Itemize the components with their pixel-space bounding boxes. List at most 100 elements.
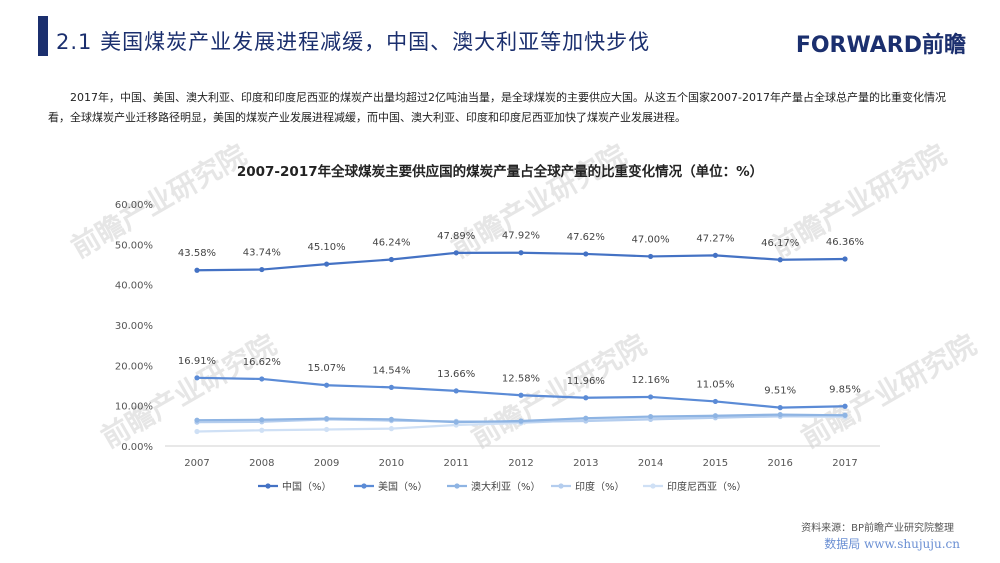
legend: 中国（%） 美国（%） 澳大利亚（%） 印度（%） 印度尼西亚（%） xyxy=(258,480,747,493)
data-point xyxy=(259,266,265,273)
y-tick-label: 20.00% xyxy=(115,361,153,372)
data-label: 15.07% xyxy=(308,363,346,374)
x-tick-label: 2009 xyxy=(314,458,339,469)
x-tick-label: 2007 xyxy=(184,458,209,469)
data-point xyxy=(648,253,654,260)
data-label: 11.96% xyxy=(567,376,605,387)
legend-marker xyxy=(265,483,271,489)
data-point xyxy=(583,395,589,401)
data-point xyxy=(388,256,394,263)
data-label: 45.10% xyxy=(308,242,346,253)
legend-label: 中国（%） xyxy=(282,480,332,493)
data-point xyxy=(388,416,394,422)
data-label: 9.85% xyxy=(829,384,861,395)
data-label: 14.54% xyxy=(372,365,410,376)
data-point xyxy=(388,426,394,432)
data-point xyxy=(259,417,265,423)
data-label: 11.05% xyxy=(696,379,734,390)
data-label: 47.89% xyxy=(437,231,475,242)
data-label: 16.91% xyxy=(178,356,216,367)
legend-label: 澳大利亚（%） xyxy=(471,480,541,493)
data-point xyxy=(388,384,394,390)
legend-label: 印度（%） xyxy=(575,480,625,493)
x-tick-label: 2017 xyxy=(832,458,857,469)
legend-marker xyxy=(650,483,656,489)
x-tick-label: 2012 xyxy=(508,458,533,469)
y-tick-label: 30.00% xyxy=(115,321,153,332)
data-point xyxy=(777,257,783,263)
data-point xyxy=(648,413,654,420)
x-tick-label: 2014 xyxy=(638,458,663,469)
data-label: 46.24% xyxy=(372,237,410,248)
intro-paragraph: 2017年，中国、美国、澳大利亚、印度和印度尼西亚的煤炭产出量均超过2亿吨油当量… xyxy=(48,91,946,124)
x-tick-label: 2016 xyxy=(767,458,792,469)
data-point xyxy=(324,426,330,433)
series-layer: 16.91% 16.62% 15.07% 14.54% 13.66% 12.58% 11.9… xyxy=(178,231,864,435)
series-line xyxy=(196,251,846,272)
data-point xyxy=(712,398,719,405)
data-point xyxy=(518,392,524,398)
data-point xyxy=(259,376,265,382)
data-point xyxy=(453,388,459,394)
data-point xyxy=(648,394,654,400)
data-point xyxy=(842,403,848,409)
data-label: 12.16% xyxy=(632,375,670,386)
data-label: 12.58% xyxy=(502,373,540,384)
data-label: 46.17% xyxy=(761,238,799,249)
data-point xyxy=(842,256,848,262)
source-note: 资料来源：BP前瞻产业研究院整理 xyxy=(801,523,954,534)
x-tick-label: 2011 xyxy=(443,458,468,469)
data-point xyxy=(194,267,200,273)
brand-logo: FORWARD前瞻 xyxy=(795,33,966,58)
data-label: 13.66% xyxy=(437,369,475,380)
legend-marker xyxy=(361,483,367,489)
legend-marker xyxy=(558,483,564,489)
y-tick-label: 0.00% xyxy=(121,442,153,453)
data-point xyxy=(453,250,459,256)
y-tick-label: 60.00% xyxy=(115,200,153,211)
data-point xyxy=(194,428,200,435)
title-accent-bar xyxy=(38,16,48,56)
data-point xyxy=(712,413,719,419)
data-point xyxy=(194,375,200,381)
data-point xyxy=(777,411,783,418)
data-label: 43.58% xyxy=(178,248,216,259)
chart-title: 2007-2017年全球煤炭主要供应国的煤炭产量占全球产量的比重变化情况（单位：… xyxy=(236,164,764,180)
data-point xyxy=(583,251,589,257)
data-label: 47.92% xyxy=(502,231,540,242)
site-watermark: 数据局 www.shujuju.cn xyxy=(824,537,960,551)
series-2 xyxy=(194,411,848,425)
y-tick-label: 50.00% xyxy=(115,240,153,251)
legend-marker xyxy=(454,483,460,489)
data-point xyxy=(712,252,719,258)
data-point xyxy=(259,427,265,433)
x-tick-label: 2008 xyxy=(249,458,274,469)
data-point xyxy=(777,405,783,411)
series-0: 43.58% 43.74% 45.10% 46.24% 47.89% 47.92% 47.6… xyxy=(178,231,864,273)
page-title: 2.1 美国煤炭产业发展进程减缓，中国、澳大利亚等加快步伐 xyxy=(56,30,651,54)
data-point xyxy=(518,250,524,256)
data-label: 16.62% xyxy=(243,357,281,368)
data-point xyxy=(842,412,848,418)
data-label: 47.62% xyxy=(567,232,605,243)
x-tick-label: 2010 xyxy=(379,458,404,469)
data-point xyxy=(583,415,589,421)
data-label: 47.27% xyxy=(696,233,734,244)
x-tick-label: 2015 xyxy=(703,458,728,469)
data-label: 9.51% xyxy=(764,386,796,397)
legend-label: 印度尼西亚（%） xyxy=(667,480,747,493)
x-axis: 2007 2008 2009 2010 2011 2012 2013 2014 2015 2016… xyxy=(184,458,857,469)
data-label: 47.00% xyxy=(632,234,670,245)
data-label: 46.36% xyxy=(826,237,864,248)
x-tick-label: 2013 xyxy=(573,458,598,469)
y-axis: 0.00% 10.00% 20.00% 30.00% 40.00% 50.00% 60.00… xyxy=(115,200,153,453)
legend-label: 美国（%） xyxy=(378,480,428,493)
y-tick-label: 10.00% xyxy=(115,402,153,413)
data-point xyxy=(453,419,459,425)
y-tick-label: 40.00% xyxy=(115,281,153,292)
data-point xyxy=(324,382,330,388)
data-point xyxy=(518,418,524,424)
data-point xyxy=(194,417,200,423)
data-point xyxy=(324,261,330,267)
